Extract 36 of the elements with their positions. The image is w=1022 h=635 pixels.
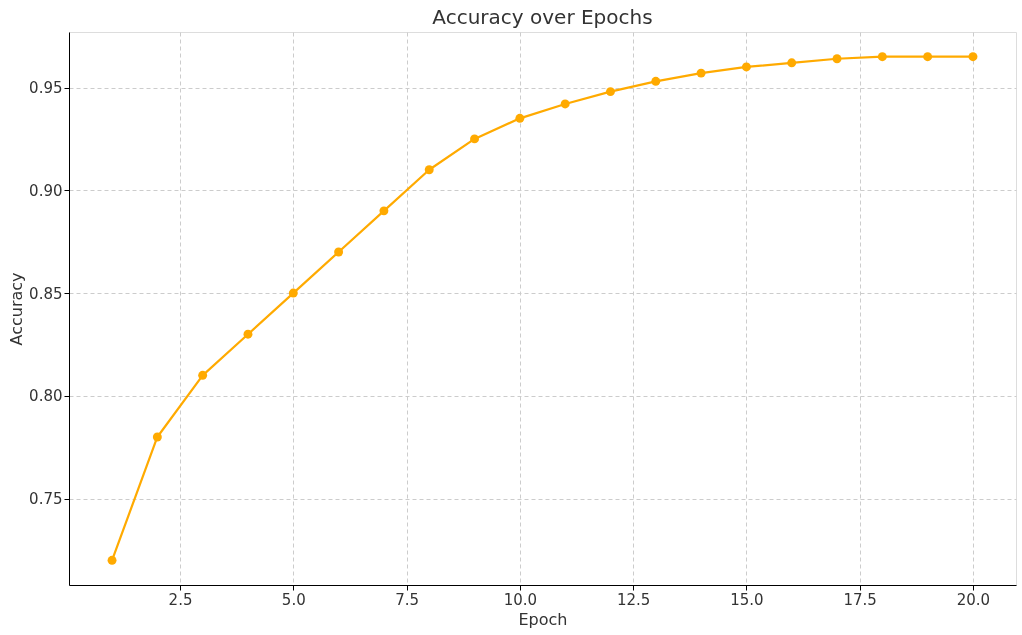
point [877, 52, 887, 62]
point [334, 247, 344, 257]
x-tick-label: 7.5 [395, 590, 419, 609]
y-tick-label: 0.75 [29, 490, 63, 509]
point [923, 52, 933, 62]
x-tick-label: 10.0 [503, 590, 538, 609]
point [560, 99, 570, 109]
y-axis-title: Accuracy [7, 272, 27, 346]
x-axis-title: Epoch [518, 609, 568, 629]
point [787, 58, 797, 68]
point [968, 52, 978, 62]
point [424, 165, 434, 175]
point [379, 206, 389, 216]
y-tick-label: 0.95 [29, 79, 63, 98]
point [288, 288, 298, 298]
point [107, 555, 117, 565]
y-tick-label: 0.80 [29, 387, 63, 406]
point [515, 113, 525, 123]
point [470, 134, 480, 144]
point [832, 54, 842, 64]
point [605, 87, 615, 97]
point [243, 329, 253, 339]
point [741, 62, 751, 72]
x-tick-label: 20.0 [956, 590, 991, 609]
x-tick-label: 15.0 [730, 590, 764, 609]
x-tick-label: 17.5 [843, 590, 877, 609]
point [152, 432, 162, 442]
x-tick-label: 12.5 [616, 590, 651, 609]
x-tick-label: 2.5 [168, 590, 193, 609]
point [696, 68, 706, 78]
y-tick-label: 0.85 [29, 284, 63, 303]
x-tick-label: 5.0 [281, 590, 306, 609]
chart-title: Accuracy over Epochs [432, 5, 653, 29]
point [198, 370, 208, 380]
y-tick-label: 0.90 [29, 181, 63, 200]
point [651, 76, 661, 86]
